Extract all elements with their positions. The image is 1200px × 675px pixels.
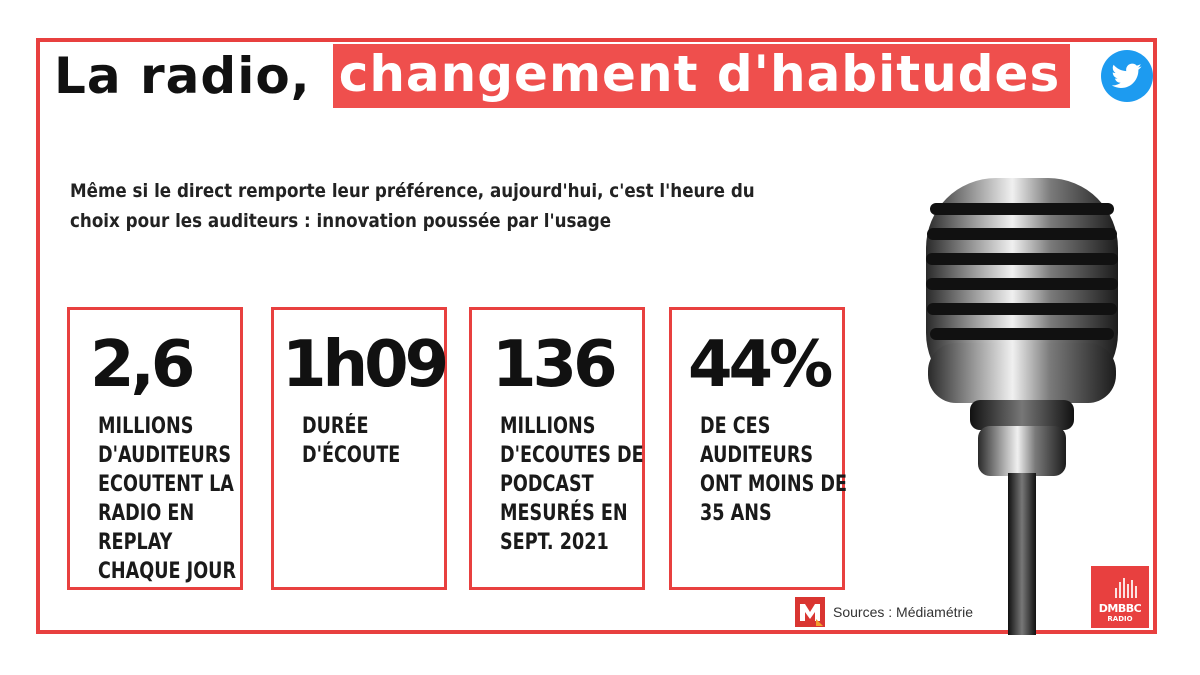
brand-sub: RADIO <box>1107 615 1133 623</box>
page-title: La radio, changement d'habitudes <box>54 44 1071 108</box>
stat-card-replay: 2,6 MILLIONS D'AUDITEURS ECOUTENT LA RAD… <box>67 307 243 590</box>
stat-card-duration: 1h09 DURÉE D'ÉCOUTE <box>271 307 449 590</box>
stat-card-podcast: 136 MILLIONS D'ECOUTES DE PODCAST MESURÉ… <box>469 307 645 590</box>
dmbbc-radio-logo: DMBBC RADIO <box>1091 566 1149 628</box>
title-plain: La radio, <box>54 47 311 105</box>
sources-credit: Sources : Médiamétrie <box>795 597 973 627</box>
stat-description: DURÉE D'ÉCOUTE <box>302 414 401 468</box>
stat-description: MILLIONS D'AUDITEURS ECOUTENT LA RADIO E… <box>98 414 237 584</box>
stat-value: 136 <box>492 328 618 402</box>
stat-description: DE CES AUDITEURS ONT MOINS DE 35 ANS <box>700 414 848 526</box>
brand-name: DMBBC <box>1098 602 1142 615</box>
twitter-icon[interactable] <box>1101 50 1153 102</box>
stat-description: MILLIONS D'ECOUTES DE PODCAST MESURÉS EN… <box>500 414 644 555</box>
infographic-frame <box>36 38 1157 634</box>
subtitle: Même si le direct remporte leur préféren… <box>70 180 755 232</box>
stat-value: 1h09 <box>282 328 449 402</box>
stat-value: 2,6 <box>90 328 195 402</box>
title-highlight: changement d'habitudes <box>332 44 1071 108</box>
stat-card-age: 44% DE CES AUDITEURS ONT MOINS DE 35 ANS <box>669 307 847 590</box>
stat-value: 44% <box>688 328 833 402</box>
mediametrie-logo-icon <box>795 597 825 627</box>
sources-text: Sources : Médiamétrie <box>833 604 974 620</box>
equalizer-icon <box>1115 578 1137 598</box>
microphone-icon <box>926 178 1118 635</box>
